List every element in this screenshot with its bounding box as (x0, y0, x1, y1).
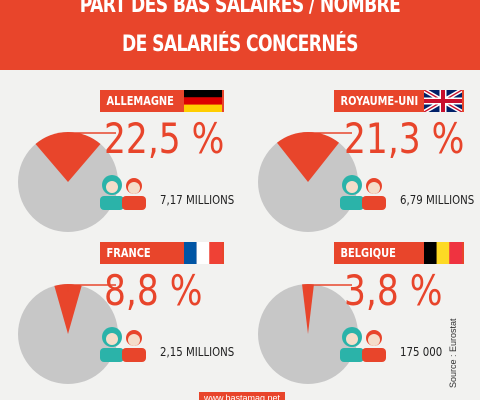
percent-label-germany: 22,5 % (104, 114, 225, 163)
people-icon-germany (100, 175, 146, 210)
woman-icon (340, 175, 364, 210)
panel-germany: ALLEMAGNE 22,5 % 7,17 MILLIONS (0, 90, 240, 240)
man-icon (122, 178, 146, 210)
source-note: Source : Eurostat (448, 318, 458, 388)
country-name-germany: ALLEMAGNE (106, 94, 174, 108)
leader-line-belgium (307, 284, 352, 292)
employee-count-united-kingdom: 6,79 MILLIONS (400, 193, 475, 207)
percent-label-united-kingdom: 21,3 % (344, 114, 465, 163)
pie-chart-united-kingdom (258, 131, 358, 232)
country-banner-germany: ALLEMAGNE (100, 90, 224, 112)
pie-slice-germany (35, 132, 101, 182)
people-icon-france (100, 327, 146, 362)
panel-france: FRANCE 8,8 % 2,15 MILLIONS (0, 242, 240, 392)
pie-slice-united-kingdom (276, 131, 340, 182)
employee-count-belgium: 175 000 (400, 345, 443, 359)
people-icon-united-kingdom (340, 175, 386, 210)
percent-label-france: 8,8 % (104, 266, 203, 315)
france-flag-icon (184, 242, 222, 264)
leader-line-united-kingdom (307, 132, 352, 140)
woman-icon (340, 327, 364, 362)
germany-flag-icon (184, 90, 222, 112)
percent-label-belgium: 3,8 % (344, 266, 443, 315)
man-icon (122, 330, 146, 362)
country-name-france: FRANCE (106, 246, 151, 260)
panel-united-kingdom: ROYAUME-UNI 21,3 % 6,79 MILLIONS (240, 90, 480, 240)
country-banner-belgium: BELGIQUE (334, 242, 464, 264)
pie-chart-france (18, 284, 118, 384)
panel-belgium: BELGIQUE 3,8 % 175 000 (240, 242, 480, 392)
woman-icon (100, 327, 124, 362)
country-name-belgium: BELGIQUE (340, 246, 396, 260)
employee-count-germany: 7,17 MILLIONS (160, 193, 235, 207)
country-banner-france: FRANCE (100, 242, 224, 264)
country-name-united-kingdom: ROYAUME-UNI (340, 94, 419, 108)
leader-line-france (67, 284, 116, 292)
footer-url: www.bastamag.net (199, 392, 285, 400)
pie-chart-belgium (258, 284, 358, 384)
country-banner-united-kingdom: ROYAUME-UNI (334, 90, 464, 112)
infographic-header: PART DES BAS SALAIRES / NOMBRE DE SALARI… (0, 0, 480, 70)
man-icon (362, 178, 386, 210)
woman-icon (100, 175, 124, 210)
pie-slice-france (54, 284, 82, 334)
man-icon (362, 330, 386, 362)
pie-slice-belgium (302, 284, 314, 334)
united-kingdom-flag-icon (424, 90, 462, 112)
employee-count-france: 2,15 MILLIONS (160, 345, 235, 359)
title-line-2: DE SALARIÉS CONCERNÉS (122, 32, 358, 57)
belgium-flag-icon (424, 242, 462, 264)
pie-chart-germany (18, 132, 118, 232)
leader-line-germany (67, 132, 116, 140)
people-icon-belgium (340, 327, 386, 362)
title-line-1: PART DES BAS SALAIRES / NOMBRE (79, 0, 401, 18)
